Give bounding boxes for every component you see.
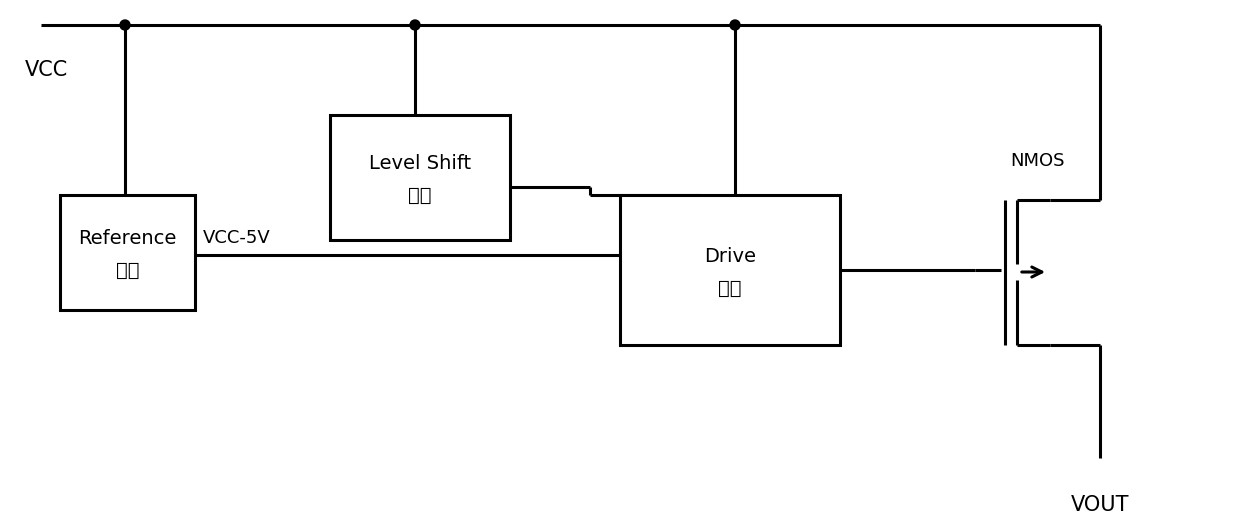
Circle shape [120,20,130,30]
Text: 电路: 电路 [408,186,432,205]
Text: Level Shift: Level Shift [370,154,471,173]
Text: Reference: Reference [78,229,176,248]
Text: VCC: VCC [25,60,68,80]
Circle shape [410,20,420,30]
Bar [330,115,510,240]
Bar [60,195,195,310]
Circle shape [20,15,40,35]
Bar [620,195,839,345]
Text: 电路: 电路 [718,278,742,297]
Text: VCC-5V: VCC-5V [203,229,270,247]
Text: NMOS: NMOS [1011,152,1064,170]
Circle shape [730,20,740,30]
Text: VOUT: VOUT [1071,495,1130,515]
Circle shape [1090,460,1110,480]
Text: 电路: 电路 [115,261,139,280]
Text: Drive: Drive [704,247,756,266]
